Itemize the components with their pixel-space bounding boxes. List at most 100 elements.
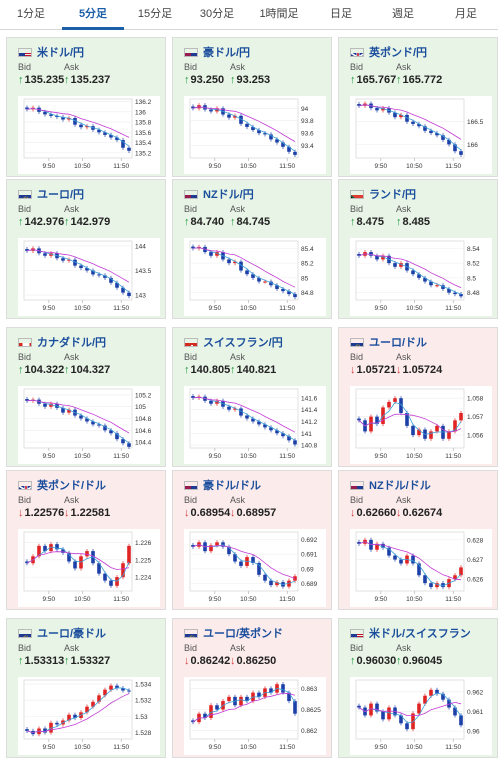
x-tick-label: 11:50 xyxy=(445,305,461,312)
candle xyxy=(25,249,29,251)
tab-30min[interactable]: 30分足 xyxy=(199,8,235,20)
ask-value: 142.979 xyxy=(70,216,111,228)
x-tick-label: 9:50 xyxy=(375,453,388,460)
candle xyxy=(191,246,195,249)
arrow-up-icon: ↑ xyxy=(350,655,356,667)
y-tick-label: 0.962 xyxy=(467,689,484,696)
currency-pair-link[interactable]: ユーロ/ドル xyxy=(369,337,428,349)
y-tick-label: 8.5 xyxy=(467,275,476,282)
currency-pair-link[interactable]: ユーロ/英ポンド xyxy=(203,628,284,640)
tab-weekly[interactable]: 週足 xyxy=(392,8,414,20)
candle xyxy=(109,277,113,283)
candle xyxy=(103,425,107,431)
candlestick-chart[interactable]: 105.2 105 104.8 104.6 104.4 9:50 10:50 11:50 xyxy=(18,386,160,464)
bid-label: Bid xyxy=(350,204,364,214)
ask-label: Ask xyxy=(396,643,412,653)
candlestick-chart[interactable]: 0.692 0.691 0.69 0.689 9:50 10:50 11:50 xyxy=(184,529,326,607)
arrow-up-icon: ↑ xyxy=(184,74,190,86)
x-tick-label: 9:50 xyxy=(43,163,56,170)
ask-label: Ask xyxy=(230,495,246,505)
currency-card[interactable]: ユーロ/ドル Bid Ask ↓1.05721 ↓1.05724 1.058 1.… xyxy=(338,327,498,467)
currency-pair-link[interactable]: 米ドル/スイスフラン xyxy=(369,628,471,640)
candle xyxy=(127,690,131,692)
candle xyxy=(399,559,403,564)
candle xyxy=(411,270,415,275)
currency-pair-link[interactable]: スイスフラン/円 xyxy=(203,337,283,349)
bid-label: Bid xyxy=(350,352,364,362)
currency-pair-link[interactable]: 豪ドル/ドル xyxy=(203,480,262,492)
tab-daily[interactable]: 日足 xyxy=(330,8,352,20)
y-tick-label: 0.96 xyxy=(467,729,480,736)
currency-pair-link[interactable]: 英ポンド/円 xyxy=(369,47,428,59)
tab-1hour[interactable]: 1時間足 xyxy=(259,8,299,20)
flag-us-icon xyxy=(350,629,364,638)
candlestick-chart[interactable]: 0.628 0.627 0.626 9:50 10:50 11:50 xyxy=(350,529,492,607)
currency-card[interactable]: ランド/円 Bid Ask ↑8.475 ↑8.485 8.54 8.52 8.5 8… xyxy=(338,179,498,319)
bid-price: ↑0.96030 xyxy=(350,655,396,667)
tab-1min[interactable]: 1分足 xyxy=(16,8,46,20)
candlestick-chart[interactable]: 8.54 8.52 8.5 8.48 9:50 10:50 11:50 xyxy=(350,238,492,316)
candlestick-chart[interactable]: 94 93.8 93.6 93.4 9:50 10:50 11:50 xyxy=(184,96,326,174)
candle xyxy=(115,137,119,141)
currency-pair-link[interactable]: NZドル/ドル xyxy=(369,480,431,492)
candlestick-chart[interactable]: 141.6 141.4 141.2 141 140.8 9:50 10:50 11:50 xyxy=(184,386,326,464)
currency-pair-link[interactable]: カナダドル/円 xyxy=(37,337,107,349)
currency-card[interactable]: ユーロ/円 Bid Ask ↑142.976 ↑142.979 144 143.5… xyxy=(6,179,166,319)
currency-card[interactable]: スイスフラン/円 Bid Ask ↑140.805 ↑140.821 141.6… xyxy=(172,327,332,467)
currency-card[interactable]: 英ポンド/円 Bid Ask ↑165.767 ↑165.772 166.5 16… xyxy=(338,37,498,177)
currency-card[interactable]: カナダドル/円 Bid Ask ↑104.322 ↑104.327 105.2 1… xyxy=(6,327,166,467)
currency-pair-link[interactable]: ランド/円 xyxy=(369,189,417,201)
currency-card[interactable]: 米ドル/円 Bid Ask ↑135.235 ↑135.237 136.2 136… xyxy=(6,37,166,177)
currency-pair-link[interactable]: ユーロ/円 xyxy=(37,189,85,201)
y-tick-label: 135.4 xyxy=(135,140,152,147)
y-tick-label: 8.52 xyxy=(467,261,480,268)
currency-card[interactable]: 米ドル/スイスフラン Bid Ask ↑0.96030 ↑0.96045 0.9… xyxy=(338,618,498,758)
tab-5min[interactable]: 5分足 xyxy=(62,0,124,30)
candlestick-chart[interactable]: 136.2 136 135.8 135.6 135.4 135.2 9:50 10:50 11:… xyxy=(18,96,160,174)
candle xyxy=(423,695,427,704)
currency-pair-link[interactable]: 英ポンド/ドル xyxy=(37,480,107,492)
y-tick-label: 135.8 xyxy=(135,120,152,127)
currency-card[interactable]: 豪ドル/ドル Bid Ask ↓0.68954 ↓0.68957 0.692 0.… xyxy=(172,470,332,610)
x-tick-label: 10:50 xyxy=(240,453,257,460)
candlestick-chart[interactable]: 1.226 1.225 1.224 9:50 10:50 11:50 xyxy=(18,529,160,607)
candlestick-chart[interactable]: 144 143.5 143 9:50 10:50 11:50 xyxy=(18,238,160,316)
currency-card[interactable]: NZドル/円 Bid Ask ↑84.740 ↑84.745 85.4 85.2 8… xyxy=(172,179,332,319)
candle xyxy=(357,705,361,708)
bid-price: ↑104.322 xyxy=(18,364,64,376)
candlestick-chart[interactable]: 1.534 1.532 1.53 1.528 9:50 10:50 11:50 xyxy=(18,677,160,755)
y-tick-label: 1.53 xyxy=(135,714,148,721)
candle xyxy=(245,270,249,275)
candle xyxy=(411,713,415,730)
candle xyxy=(233,115,237,118)
candlestick-chart[interactable]: 85.4 85.2 85 84.8 9:50 10:50 11:50 xyxy=(184,238,326,316)
currency-card[interactable]: ユーロ/英ポンド Bid Ask ↓0.86242 ↓0.86250 0.863… xyxy=(172,618,332,758)
currency-card[interactable]: ユーロ/豪ドル Bid Ask ↑1.53313 ↑1.53327 1.534 1… xyxy=(6,618,166,758)
candlestick-chart[interactable]: 1.058 1.057 1.056 9:50 10:50 11:50 xyxy=(350,386,492,464)
candle xyxy=(411,555,415,564)
currency-pair-link[interactable]: 米ドル/円 xyxy=(37,47,85,59)
currency-pair-link[interactable]: NZドル/円 xyxy=(203,189,254,201)
y-tick-label: 0.862 xyxy=(301,728,318,735)
arrow-down-icon: ↓ xyxy=(230,507,236,519)
candlestick-chart[interactable]: 0.863 0.8625 0.862 9:50 10:50 11:50 xyxy=(184,677,326,755)
currency-card[interactable]: 豪ドル/円 Bid Ask ↑93.250 ↑93.253 94 93.8 93.6… xyxy=(172,37,332,177)
currency-card[interactable]: 英ポンド/ドル Bid Ask ↓1.22576 ↓1.22581 1.226 1… xyxy=(6,470,166,610)
candlestick-chart-svg: 85.4 85.2 85 84.8 9:50 10:50 11:50 xyxy=(184,238,326,316)
tab-15min[interactable]: 15分足 xyxy=(137,8,173,20)
x-tick-label: 9:50 xyxy=(375,305,388,312)
candle xyxy=(239,696,243,706)
flag-ch-icon xyxy=(184,338,198,347)
bid-value: 140.805 xyxy=(190,364,231,376)
candlestick-chart[interactable]: 0.962 0.961 0.96 9:50 10:50 11:50 xyxy=(350,677,492,755)
candlestick-chart[interactable]: 166.5 166 9:50 10:50 11:50 xyxy=(350,96,492,174)
timeframe-tabs: 1分足 5分足 15分足 30分足 1時間足 日足 週足 月足 xyxy=(0,0,498,30)
currency-pair-link[interactable]: ユーロ/豪ドル xyxy=(37,628,107,640)
currency-card[interactable]: NZドル/ドル Bid Ask ↓0.62660 ↓0.62674 0.628 0… xyxy=(338,470,498,610)
bid-price: ↑165.767 xyxy=(350,74,396,86)
currency-pair-link[interactable]: 豪ドル/円 xyxy=(203,47,251,59)
ask-price: ↑84.745 xyxy=(230,216,270,228)
candle xyxy=(257,421,261,425)
tab-monthly[interactable]: 月足 xyxy=(455,8,477,20)
plot-frame xyxy=(355,679,465,740)
